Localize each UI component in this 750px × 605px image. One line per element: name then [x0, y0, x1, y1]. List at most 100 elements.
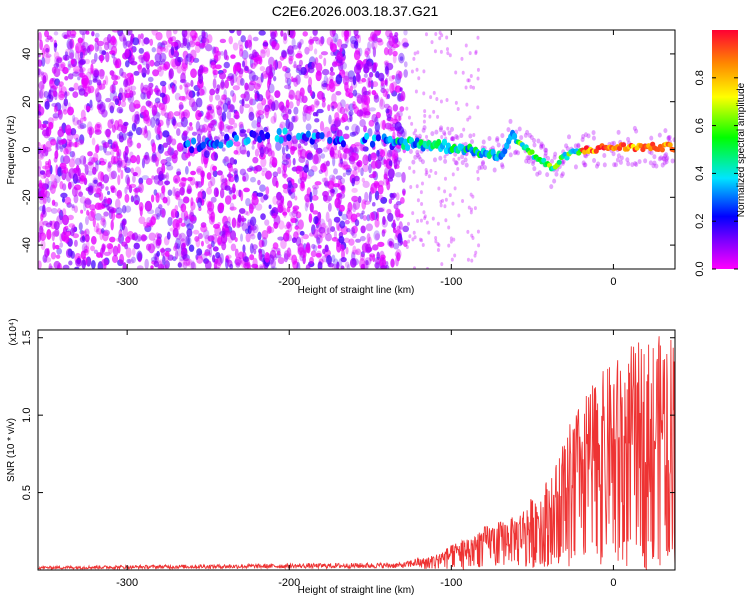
spectral-noise-blob: [330, 43, 337, 53]
spectral-noise-blob: [476, 176, 480, 181]
spectral-noise-blob: [174, 178, 178, 183]
spectral-noise-blob: [55, 254, 61, 259]
spectral-noise-blob: [74, 266, 80, 269]
spectral-noise-blob: [259, 66, 266, 72]
spectral-noise-blob: [196, 91, 200, 97]
spectral-noise-blob: [352, 75, 357, 86]
spectral-noise-blob: [389, 82, 395, 94]
spectral-noise-blob: [74, 50, 80, 61]
spectral-noise-blob: [38, 150, 45, 160]
spectral-noise-blob: [72, 71, 80, 77]
spectral-noise-blob: [331, 236, 339, 242]
spectral-noise-blob: [99, 54, 104, 64]
spectral-noise-blob: [73, 205, 78, 214]
spectral-noise-blob: [258, 30, 266, 36]
spectral-noise-blob: [476, 169, 480, 174]
spectral-noise-blob: [53, 42, 57, 53]
spectral-noise-blob: [221, 241, 227, 251]
spectral-noise-blob: [336, 129, 343, 138]
spectral-noise-blob: [78, 63, 82, 69]
spectral-ridge-blob: [233, 134, 239, 142]
spectral-noise-blob: [347, 201, 353, 212]
spectral-noise-blob: [201, 171, 205, 180]
spectral-noise-blob: [182, 242, 187, 249]
spectral-noise-blob: [124, 60, 130, 68]
spectral-noise-blob: [401, 171, 406, 183]
spectral-noise-blob: [258, 250, 263, 261]
spectral-noise-blob: [344, 125, 350, 131]
spectral-noise-blob: [223, 220, 231, 228]
spectral-noise-blob: [315, 233, 322, 240]
spectral-noise-blob: [380, 265, 388, 269]
spectral-noise-blob: [366, 103, 370, 113]
spectral-noise-blob: [476, 105, 480, 110]
spectral-noise-blob: [77, 76, 81, 81]
y-tick-label: 1.5: [21, 330, 33, 345]
spectral-noise-blob: [433, 49, 437, 54]
spectral-noise-blob: [79, 51, 84, 59]
spectral-noise-blob: [424, 32, 428, 37]
spectral-noise-blob: [361, 210, 365, 215]
spectral-noise-blob: [70, 250, 75, 259]
spectral-noise-blob: [206, 207, 214, 215]
spectral-noise-blob: [354, 142, 362, 147]
spectral-noise-blob: [342, 152, 347, 160]
spectral-noise-blob: [122, 38, 128, 49]
spectral-noise-blob: [234, 110, 240, 120]
spectral-noise-blob: [373, 230, 381, 241]
spectral-noise-blob: [136, 265, 144, 269]
spectral-noise-blob: [456, 167, 460, 172]
spectral-ridge-blob: [218, 141, 224, 149]
spectral-noise-blob: [452, 157, 456, 162]
spectral-noise-blob: [439, 199, 443, 204]
spectral-noise-blob: [225, 125, 234, 130]
spectral-noise-blob: [332, 61, 337, 67]
spectral-noise-blob: [329, 150, 336, 160]
spectral-noise-blob: [81, 75, 89, 86]
spectral-noise-blob: [257, 231, 262, 241]
spectral-noise-blob: [245, 232, 251, 243]
spectral-noise-blob: [182, 254, 188, 262]
spectral-noise-blob: [317, 244, 322, 249]
spectral-noise-blob: [283, 32, 288, 41]
spectral-noise-blob: [126, 258, 132, 264]
spectral-noise-blob: [305, 111, 311, 122]
spectral-noise-blob: [415, 67, 419, 72]
spectral-noise-blob: [471, 194, 475, 199]
spectral-noise-blob: [137, 63, 143, 74]
spectral-noise-blob: [106, 165, 112, 172]
spectral-noise-blob: [412, 169, 416, 174]
spectral-noise-blob: [313, 98, 320, 109]
spectral-noise-blob: [72, 117, 80, 126]
spectral-noise-blob: [207, 180, 213, 189]
spectral-noise-blob: [365, 259, 369, 266]
spectral-noise-blob: [325, 211, 330, 223]
spectral-noise-blob: [280, 30, 284, 37]
spectral-noise-blob: [188, 40, 196, 48]
spectral-noise-blob: [52, 87, 57, 97]
spectral-noise-blob: [330, 51, 336, 57]
colorbar-tick-label: 0.0: [694, 261, 706, 276]
spectral-noise-blob: [206, 114, 213, 121]
spectral-noise-blob: [212, 49, 219, 58]
spectral-noise-blob: [220, 79, 225, 89]
spectral-noise-blob: [352, 245, 357, 255]
spectral-noise-blob: [376, 149, 380, 157]
spectral-noise-blob: [309, 36, 313, 45]
spectral-noise-blob: [293, 60, 297, 69]
spectral-noise-blob: [340, 185, 345, 192]
spectral-noise-blob: [156, 250, 160, 257]
spectral-noise-blob: [251, 144, 255, 150]
spectral-noise-blob: [277, 204, 284, 213]
spectral-noise-blob: [41, 56, 46, 67]
spectral-noise-blob: [139, 206, 143, 217]
spectral-noise-blob: [225, 231, 231, 238]
spectral-noise-blob: [38, 89, 46, 99]
spectral-noise-blob: [93, 52, 98, 62]
spectral-noise-blob: [305, 123, 312, 131]
spectral-noise-blob: [388, 240, 393, 247]
spectral-noise-blob: [186, 228, 193, 238]
spectral-halo-blob: [602, 152, 607, 158]
spectral-noise-blob: [271, 157, 278, 168]
